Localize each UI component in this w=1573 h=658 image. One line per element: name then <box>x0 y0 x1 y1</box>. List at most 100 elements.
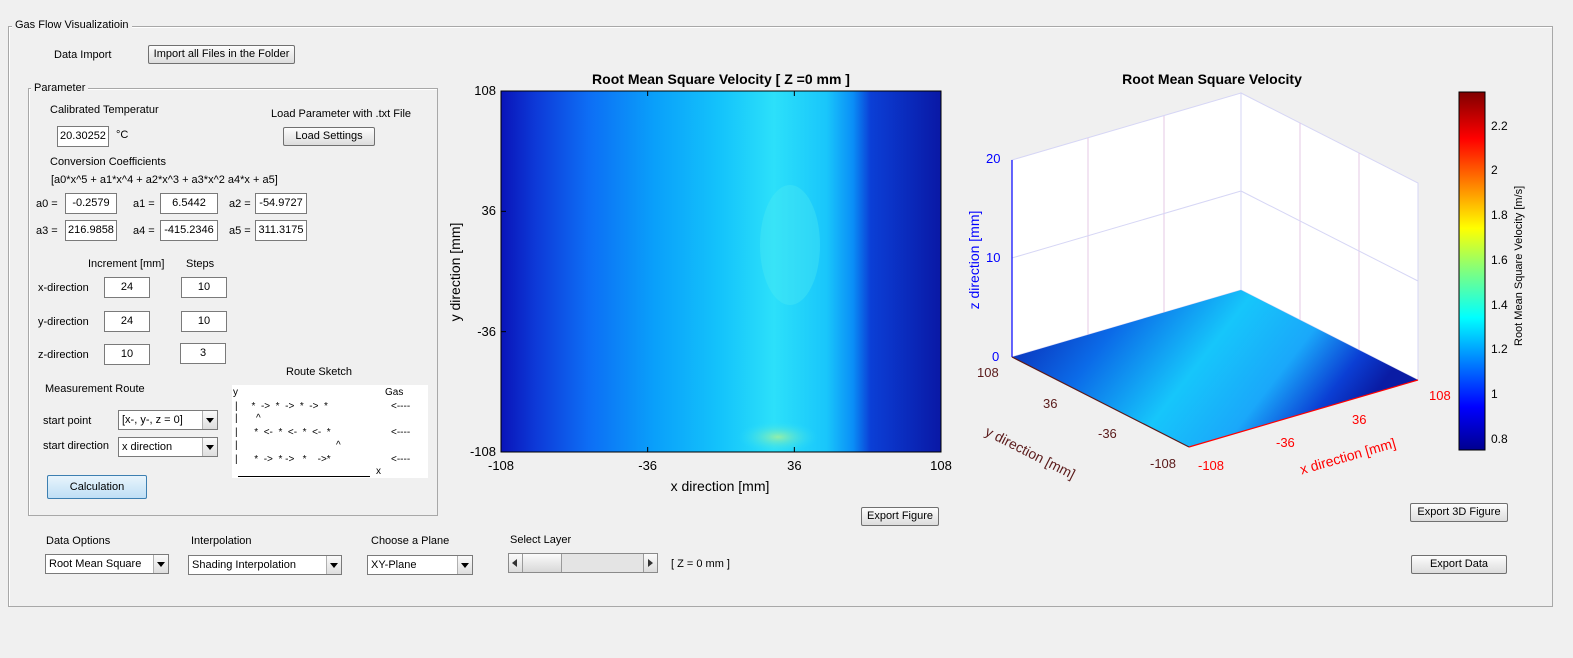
z-steps-field[interactable]: 3 <box>180 343 226 364</box>
chevron-down-icon <box>202 438 217 456</box>
formula-text: [a0*x^5 + a1*x^4 + a2*x^3 + a3*x^2 a4*x … <box>51 174 278 186</box>
route-label: Measurement Route <box>45 383 145 395</box>
plane-label: Choose a Plane <box>371 535 450 547</box>
colorbar-tick-label: 1.4 <box>1491 297 1508 312</box>
arrow-right-icon <box>648 559 653 567</box>
chart2d-xlabel: x direction [mm] <box>670 478 770 494</box>
z-increment-field[interactable]: 10 <box>104 344 150 365</box>
coef-field-a3[interactable]: 216.9858 <box>65 220 117 241</box>
heatmap-hotspot <box>738 421 818 453</box>
start-direction-select[interactable]: x direction <box>118 437 218 457</box>
calibrated-temp-label: Calibrated Temperatur <box>50 104 159 116</box>
colorbar <box>1458 91 1486 451</box>
y-steps-field[interactable]: 10 <box>181 311 227 332</box>
export-figure-button[interactable]: Export Figure <box>861 507 939 526</box>
slider-right-arrow[interactable] <box>643 554 657 572</box>
colorbar-tick-label: 1.2 <box>1491 342 1508 357</box>
colorbar-tick-label: 2.2 <box>1491 118 1508 133</box>
chart3d-title: Root Mean Square Velocity <box>1122 71 1302 87</box>
sketch-row-3: | * -> * -> * ->* <box>235 454 331 465</box>
coef-label-a4: a4 = <box>133 225 155 237</box>
y-tick-label: 36 <box>481 203 496 219</box>
x-tick-label: 108 <box>930 458 952 473</box>
y-direction-label: y-direction <box>38 316 89 328</box>
interpolation-select[interactable]: Shading Interpolation <box>188 555 342 575</box>
data-options-label: Data Options <box>46 535 111 547</box>
heatmap-border <box>500 90 942 453</box>
y-increment-field[interactable]: 24 <box>104 311 150 332</box>
grid-line <box>1240 190 1419 282</box>
data-options-select[interactable]: Root Mean Square <box>45 554 169 574</box>
coef-field-a2[interactable]: -54.9727 <box>255 193 307 214</box>
temperature-field[interactable]: 20.30252 <box>57 126 109 147</box>
x-tick-108: 108 <box>1429 388 1451 403</box>
layer-text: [ Z = 0 mm ] <box>671 558 730 570</box>
sketch-up-2: ^ <box>336 440 341 451</box>
colorbar-tick-label: 1.6 <box>1491 252 1508 267</box>
y-tick-label: -108 <box>469 444 496 459</box>
coef-field-a0[interactable]: -0.2579 <box>65 193 117 214</box>
y-tick-neg36: -36 <box>1098 426 1117 441</box>
colorbar-tick-label: 1.8 <box>1491 208 1508 223</box>
colorbar-tick-label: 2 <box>1491 163 1498 178</box>
sketch-bar-2: | <box>235 440 238 451</box>
coef-label-a5: a5 = <box>229 225 251 237</box>
grid-line <box>1011 190 1242 259</box>
panel-title: Gas Flow Visualizatioin <box>12 19 132 31</box>
sketch-arrow-2: <---- <box>391 427 411 438</box>
export-3d-figure-button[interactable]: Export 3D Figure <box>1410 503 1508 522</box>
plane-select[interactable]: XY-Plane <box>367 555 473 575</box>
x-tick-36: 36 <box>1352 412 1367 427</box>
calculation-button[interactable]: Calculation <box>47 475 147 499</box>
start-direction-label: start direction <box>43 440 110 452</box>
route-sketch: y Gas | * -> * -> * -> * <---- ^ | | * <… <box>232 385 428 478</box>
z-direction-label: z-direction <box>38 349 89 361</box>
z-tick-0: 0 <box>992 349 1000 364</box>
surface-3d[interactable] <box>960 85 1440 480</box>
export-data-button[interactable]: Export Data <box>1411 555 1507 574</box>
coef-label-a1: a1 = <box>133 198 155 210</box>
slider-left-arrow[interactable] <box>509 554 523 572</box>
coef-field-a4[interactable]: -415.2346 <box>160 220 218 241</box>
heatmap-2d[interactable] <box>440 85 960 505</box>
load-settings-button[interactable]: Load Settings <box>283 127 375 146</box>
arrow-left-icon <box>512 559 517 567</box>
coef-label-a3: a3 = <box>36 225 58 237</box>
start-point-label: start point <box>43 415 92 427</box>
sketch-gas: Gas <box>385 387 404 398</box>
sketch-row-2: | * <- * <- * <- * <box>235 427 331 438</box>
increment-header: Increment [mm] <box>88 258 165 270</box>
sketch-label: Route Sketch <box>286 366 353 378</box>
surface-floor <box>1012 290 1418 447</box>
parameter-panel <box>28 88 438 516</box>
chart2d-ylabel: y direction [mm] <box>447 222 463 322</box>
chart3d-zlabel: z direction [mm] <box>966 210 982 310</box>
chevron-down-icon <box>202 411 217 429</box>
sketch-arrow-3: <---- <box>391 454 411 465</box>
slider-thumb[interactable] <box>523 554 562 572</box>
chevron-down-icon <box>457 556 472 574</box>
parameter-title: Parameter <box>31 82 89 94</box>
layer-slider[interactable] <box>508 553 658 573</box>
colorbar-tick-label: 1 <box>1491 387 1498 402</box>
coef-label-a2: a2 = <box>229 198 251 210</box>
y-axis-line <box>1011 356 1190 448</box>
data-import-label: Data Import <box>54 49 112 61</box>
y-tick-label: -36 <box>477 323 496 339</box>
sketch-row-1: | * -> * -> * -> * <box>235 401 328 412</box>
data-options-value: Root Mean Square <box>49 558 142 570</box>
start-point-value: [x-, y-, z = 0] <box>122 414 183 426</box>
coef-field-a5[interactable]: 311.3175 <box>255 220 307 241</box>
load-param-label: Load Parameter with .txt File <box>271 108 412 120</box>
start-direction-value: x direction <box>122 441 173 453</box>
sketch-x: x <box>376 466 381 477</box>
coef-field-a1[interactable]: 6.5442 <box>160 193 218 214</box>
x-tick-neg108: -108 <box>1198 458 1225 473</box>
interpolation-value: Shading Interpolation <box>192 559 296 571</box>
conversion-label: Conversion Coefficients <box>50 156 166 168</box>
chevron-down-icon <box>153 555 168 573</box>
import-files-button[interactable]: Import all Files in the Folder <box>148 45 295 64</box>
start-point-select[interactable]: [x-, y-, z = 0] <box>118 410 218 430</box>
x-increment-field[interactable]: 24 <box>104 277 150 298</box>
x-steps-field[interactable]: 10 <box>181 277 227 298</box>
